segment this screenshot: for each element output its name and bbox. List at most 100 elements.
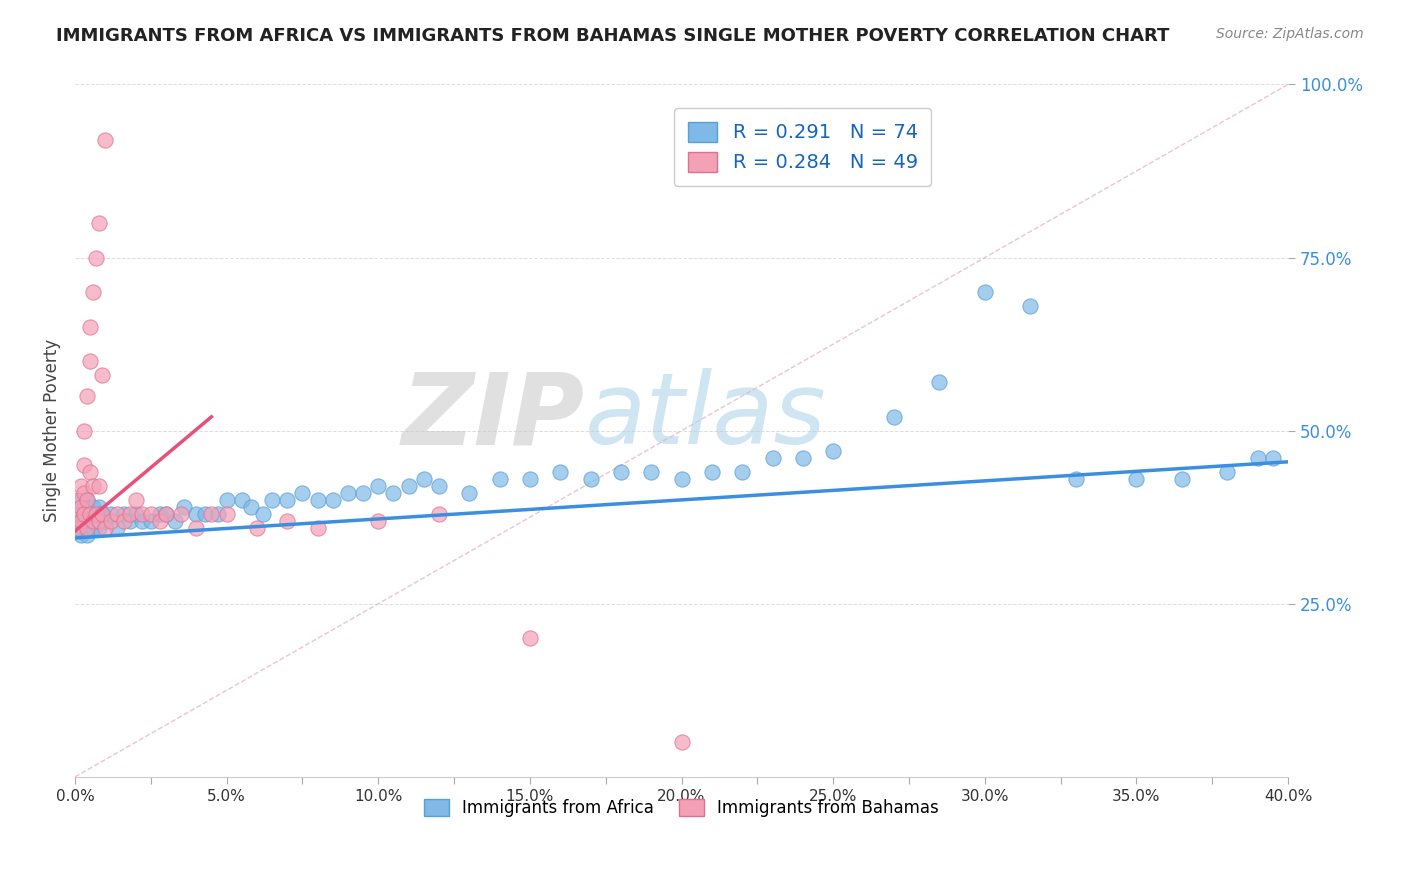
- Point: [118, 514, 141, 528]
- Point: [82, 479, 104, 493]
- Point: [89, 500, 111, 514]
- Point: [89, 520, 111, 534]
- Point: [89, 216, 111, 230]
- Point: [79, 319, 101, 334]
- Point: [76, 527, 98, 541]
- Point: [1064, 472, 1087, 486]
- Point: [231, 492, 253, 507]
- Text: atlas: atlas: [585, 368, 827, 466]
- Point: [79, 514, 101, 528]
- Point: [70, 514, 93, 528]
- Point: [488, 472, 510, 486]
- Text: IMMIGRANTS FROM AFRICA VS IMMIGRANTS FROM BAHAMAS SINGLE MOTHER POVERTY CORRELAT: IMMIGRANTS FROM AFRICA VS IMMIGRANTS FRO…: [56, 27, 1170, 45]
- Point: [186, 507, 208, 521]
- Point: [100, 514, 122, 528]
- Point: [276, 492, 298, 507]
- Point: [276, 514, 298, 528]
- Point: [124, 492, 146, 507]
- Point: [155, 507, 177, 521]
- Point: [610, 465, 633, 479]
- Point: [79, 465, 101, 479]
- Point: [215, 492, 238, 507]
- Point: [84, 514, 107, 528]
- Point: [76, 520, 98, 534]
- Point: [1247, 451, 1270, 466]
- Y-axis label: Single Mother Poverty: Single Mother Poverty: [44, 339, 60, 522]
- Point: [700, 465, 723, 479]
- Point: [1019, 299, 1042, 313]
- Point: [70, 479, 93, 493]
- Point: [94, 520, 117, 534]
- Point: [124, 507, 146, 521]
- Point: [155, 507, 177, 521]
- Point: [91, 507, 114, 521]
- Point: [76, 492, 98, 507]
- Point: [165, 514, 187, 528]
- Point: [94, 133, 117, 147]
- Point: [91, 368, 114, 383]
- Point: [731, 465, 754, 479]
- Point: [70, 500, 93, 514]
- Point: [1261, 451, 1284, 466]
- Point: [252, 507, 274, 521]
- Point: [1171, 472, 1194, 486]
- Legend: Immigrants from Africa, Immigrants from Bahamas: Immigrants from Africa, Immigrants from …: [418, 792, 946, 824]
- Point: [73, 424, 96, 438]
- Point: [291, 486, 314, 500]
- Text: Source: ZipAtlas.com: Source: ZipAtlas.com: [1216, 27, 1364, 41]
- Point: [76, 507, 98, 521]
- Point: [823, 444, 845, 458]
- Point: [67, 507, 90, 521]
- Point: [519, 632, 541, 646]
- Point: [427, 507, 450, 521]
- Point: [215, 507, 238, 521]
- Point: [207, 507, 229, 521]
- Point: [139, 507, 162, 521]
- Point: [519, 472, 541, 486]
- Point: [173, 500, 195, 514]
- Point: [73, 507, 96, 521]
- Point: [70, 492, 93, 507]
- Point: [792, 451, 814, 466]
- Point: [89, 479, 111, 493]
- Point: [73, 458, 96, 473]
- Point: [131, 514, 153, 528]
- Point: [458, 486, 481, 500]
- Point: [239, 500, 262, 514]
- Point: [76, 389, 98, 403]
- Point: [70, 527, 93, 541]
- Point: [246, 520, 269, 534]
- Point: [73, 500, 96, 514]
- Point: [67, 520, 90, 534]
- Point: [186, 520, 208, 534]
- Point: [640, 465, 662, 479]
- Point: [100, 507, 122, 521]
- Point: [427, 479, 450, 493]
- Point: [73, 514, 96, 528]
- Point: [79, 507, 101, 521]
- Point: [352, 486, 374, 500]
- Point: [118, 507, 141, 521]
- Point: [73, 520, 96, 534]
- Point: [367, 514, 389, 528]
- Point: [67, 507, 90, 521]
- Point: [262, 492, 284, 507]
- Point: [112, 514, 135, 528]
- Point: [84, 251, 107, 265]
- Point: [112, 507, 135, 521]
- Point: [761, 451, 783, 466]
- Point: [973, 285, 995, 300]
- Point: [671, 472, 693, 486]
- Point: [548, 465, 571, 479]
- Point: [928, 375, 950, 389]
- Point: [194, 507, 217, 521]
- Point: [84, 507, 107, 521]
- Point: [398, 479, 420, 493]
- Point: [67, 520, 90, 534]
- Point: [200, 507, 222, 521]
- Point: [170, 507, 193, 521]
- Point: [139, 514, 162, 528]
- Point: [1125, 472, 1147, 486]
- Point: [883, 409, 905, 424]
- Text: ZIP: ZIP: [402, 368, 585, 466]
